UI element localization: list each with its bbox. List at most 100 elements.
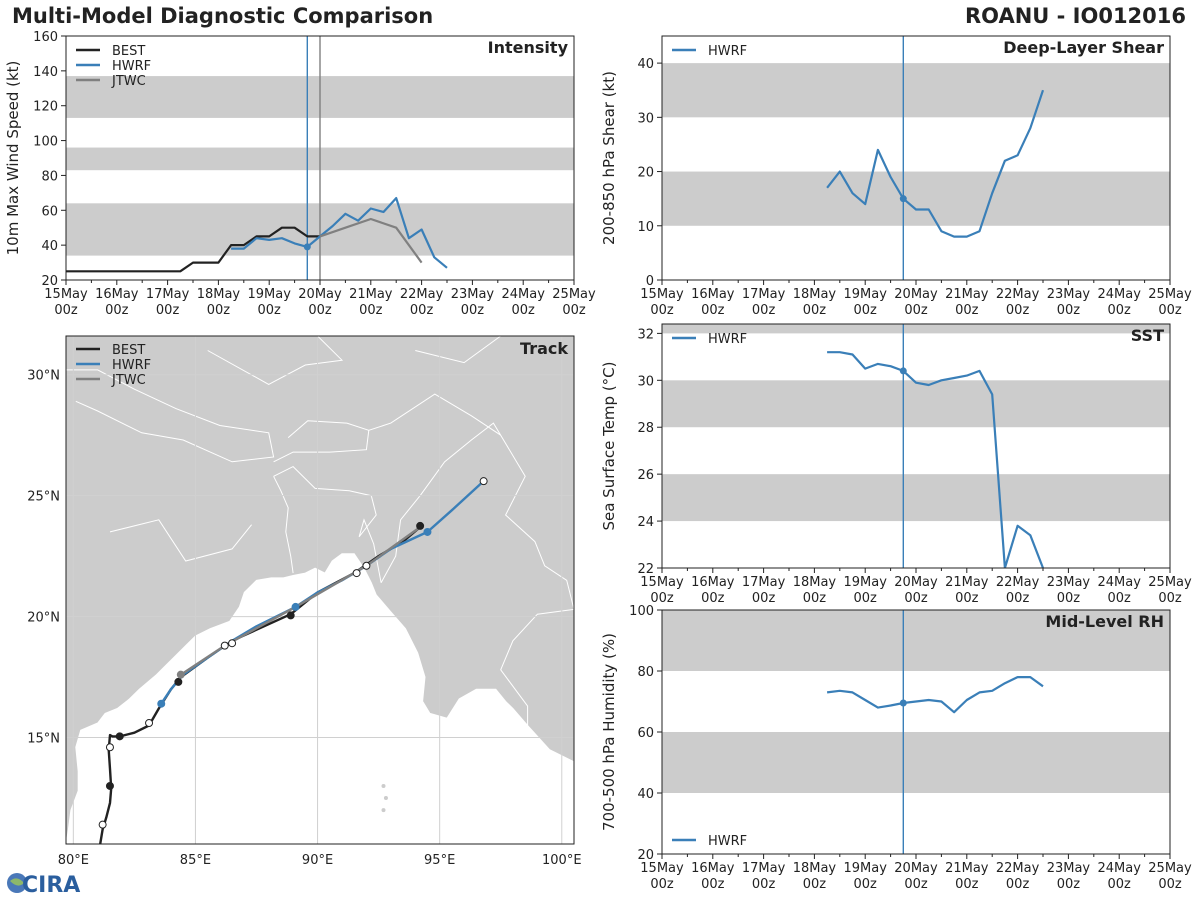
track-border-line: [368, 393, 501, 436]
sst-band: [662, 380, 1170, 428]
shear-ytick-label: 30: [637, 111, 654, 126]
intensity-title: Intensity: [488, 38, 569, 57]
legend-label-hwrf: HWRF: [112, 59, 151, 74]
track-point-hwrf: [479, 477, 488, 486]
rh-legend: HWRF: [672, 834, 747, 849]
shear-title: Deep-Layer Shear: [1003, 38, 1164, 57]
intensity-ytick-label: 120: [33, 100, 58, 115]
sst-xtick-label: 25May 00z: [1148, 575, 1192, 606]
track-border-line: [273, 465, 382, 583]
rh-xtick-label: 25May 00z: [1148, 861, 1192, 892]
shear-band: [662, 171, 1170, 226]
sst-xtick-label: 24May 00z: [1097, 575, 1141, 606]
shear-plot-area: [662, 36, 1170, 280]
sst-xtick-label: 23May 00z: [1047, 575, 1091, 606]
track-lon-label: 100°E: [542, 853, 582, 868]
rh-xtick-label: 20May 00z: [894, 861, 938, 892]
shear-xtick-label: 23May 00z: [1047, 287, 1091, 318]
rh-xtick-label: 16May 00z: [691, 861, 735, 892]
shear-xtick-label: 16May 00z: [691, 287, 735, 318]
track-title: Track: [520, 339, 568, 358]
legend-label-best: BEST: [112, 343, 145, 358]
track-point-best: [352, 569, 361, 578]
track-lat-label: 20°N: [27, 611, 60, 626]
sst-ytick-label: 26: [637, 468, 654, 483]
intensity-ytick-label: 60: [41, 204, 58, 219]
rh-band: [662, 732, 1170, 793]
intensity-xtick-label: 19May 00z: [247, 287, 291, 318]
track-lat-label: 25°N: [27, 490, 60, 505]
intensity-ytick-label: 160: [33, 30, 58, 45]
intensity-series-best: [66, 226, 320, 273]
rh-xtick-label: 18May 00z: [793, 861, 837, 892]
panel-track: 80°E 85°E 90°E 95°E 100°E 15°N 20°N 25°N 30°N Tra…: [27, 335, 582, 868]
intensity-xtick-label: 20May 00z: [298, 287, 342, 318]
track-point-best: [228, 639, 237, 648]
sst-xtick-label: 18May 00z: [793, 575, 837, 606]
intensity-ytick-label: 100: [33, 135, 58, 150]
intensity-xtick-label: 24May 00z: [501, 287, 545, 318]
rh-ytick-label: 20: [637, 848, 654, 863]
sst-ytick-label: 30: [637, 374, 654, 389]
rh-ytick-label: 60: [637, 726, 654, 741]
intensity-series-jtwc: [319, 217, 423, 264]
shear-xtick-label: 24May 00z: [1097, 287, 1141, 318]
sst-legend: HWRF: [672, 332, 747, 347]
shear-legend: HWRF: [672, 44, 747, 59]
shear-ytick-label: 40: [637, 57, 654, 72]
track-point-best: [115, 732, 124, 741]
track-point-best: [98, 820, 107, 829]
intensity-series-hwrf: [231, 197, 448, 269]
shear-ytick-label: 20: [637, 166, 654, 181]
shear-xtick-label: 18May 00z: [793, 287, 837, 318]
legend-label-best: BEST: [112, 44, 145, 59]
sst-frame: [661, 323, 1171, 569]
sst-xtick-label: 19May 00z: [843, 575, 887, 606]
track-border-line: [273, 476, 294, 574]
track-border-line: [380, 422, 574, 610]
track-point-best: [416, 521, 425, 530]
shear-ylabel: 200-850 hPa Shear (kt): [600, 71, 618, 245]
sst-xtick-label: 20May 00z: [894, 575, 938, 606]
legend-label-jtwc: JTWC: [111, 74, 146, 89]
intensity-xtick-label: 16May 00z: [95, 287, 139, 318]
sst-ytick-label: 22: [637, 562, 654, 577]
track-point-hwrf: [423, 527, 432, 536]
track-border-line: [273, 420, 370, 463]
legend-label-hwrf: HWRF: [112, 358, 151, 373]
track-point-hwrf: [157, 699, 166, 708]
shear-xtick-label: 15May 00z: [640, 287, 684, 318]
intensity-plot-area: [66, 36, 574, 280]
rh-ytick-label: 40: [637, 787, 654, 802]
intensity-ytick-label: 80: [41, 169, 58, 184]
sst-series-hwrf: [827, 351, 1045, 568]
rh-ylabel: 700-500 hPa Humidity (%): [600, 633, 618, 831]
track-border-line: [500, 608, 574, 726]
track-border-line: [109, 519, 252, 562]
sst-xtick-label: 22May 00z: [996, 575, 1040, 606]
intensity-xtick-label: 22May 00z: [400, 287, 444, 318]
rh-plot-area: [662, 610, 1170, 854]
cira-logo-text: CIRA: [22, 873, 80, 898]
intensity-xtick-label: 23May 00z: [451, 287, 495, 318]
intensity-xtick-label: 18May 00z: [197, 287, 241, 318]
sst-plot-area: [662, 324, 1170, 568]
shear-xtick-label: 25May 00z: [1148, 287, 1192, 318]
sst-ytick-label: 24: [637, 515, 654, 530]
intensity-xtick-label: 15May 00z: [44, 287, 88, 318]
sst-band: [662, 324, 1170, 334]
sst-xtick-label: 16May 00z: [691, 575, 735, 606]
track-border-line: [66, 369, 275, 463]
rh-xtick-label: 21May 00z: [945, 861, 989, 892]
shear-series-hwrf: [826, 89, 1045, 238]
rh-current-point: [899, 699, 907, 707]
intensity-current-point: [303, 243, 311, 251]
rh-xtick-label: 22May 00z: [996, 861, 1040, 892]
track-point-hwrf: [220, 641, 229, 650]
shear-xtick-label: 21May 00z: [945, 287, 989, 318]
shear-xtick-label: 17May 00z: [742, 287, 786, 318]
track-point-best: [105, 781, 114, 790]
